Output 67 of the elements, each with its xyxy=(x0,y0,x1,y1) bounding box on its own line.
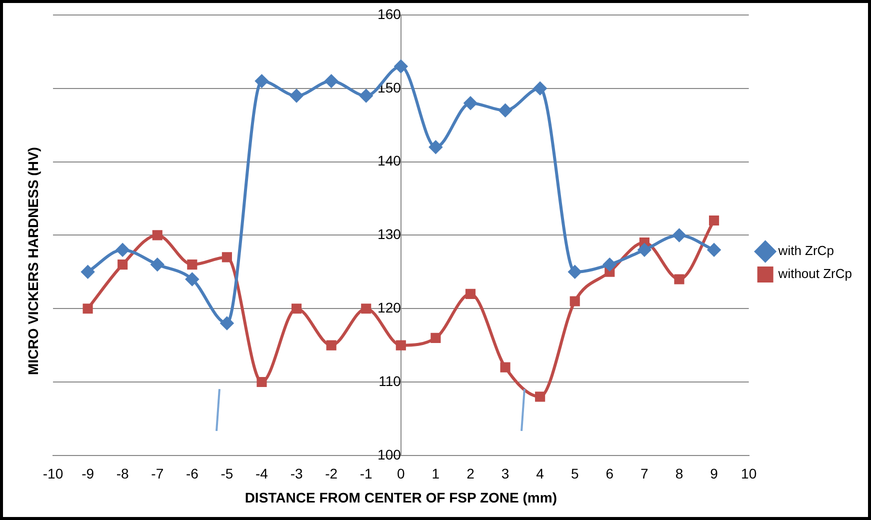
point xyxy=(396,340,406,350)
point xyxy=(638,243,651,256)
point xyxy=(394,60,408,73)
y-tick-label: 140 xyxy=(378,152,402,169)
y-axis-title: MICRO VICKERS HARDNESS (HV) xyxy=(25,146,41,377)
point xyxy=(464,96,477,110)
x-tick-label: -8 xyxy=(116,466,130,482)
legend-label: without ZrCp xyxy=(777,266,852,282)
x-tick-label: -5 xyxy=(220,466,234,482)
point xyxy=(82,304,93,314)
point xyxy=(430,332,441,343)
point xyxy=(81,265,94,278)
point xyxy=(187,260,198,270)
point xyxy=(535,392,546,402)
x-tick-label: 6 xyxy=(606,466,614,482)
point xyxy=(534,82,547,95)
legend-label: with ZrCp xyxy=(777,243,834,258)
x-tick-label: -1 xyxy=(360,466,373,482)
point xyxy=(498,104,512,117)
point xyxy=(568,265,582,278)
x-tick-label: -6 xyxy=(186,466,199,482)
point xyxy=(360,89,373,102)
point xyxy=(570,296,580,306)
y-tick-label: 160 xyxy=(378,6,402,22)
x-axis-title: DISTANCE FROM CENTER OF FSP ZONE (mm) xyxy=(244,489,557,506)
x-tick-label: 5 xyxy=(570,466,579,482)
point xyxy=(186,272,199,286)
x-tick-label: 7 xyxy=(640,466,649,482)
point xyxy=(222,252,232,262)
point xyxy=(429,140,442,154)
point xyxy=(465,288,476,299)
y-tick-label: 100 xyxy=(378,446,402,462)
x-tick-label: 2 xyxy=(466,466,475,482)
x-tick-label: -10 xyxy=(42,466,64,482)
point xyxy=(708,243,721,256)
point xyxy=(255,74,268,88)
point xyxy=(672,228,686,242)
x-tick-label: -2 xyxy=(325,466,338,482)
x-tick-label: -4 xyxy=(256,466,268,482)
point xyxy=(603,258,616,272)
x-tick-label: 3 xyxy=(501,466,510,482)
point xyxy=(361,304,372,314)
point xyxy=(324,74,338,88)
point xyxy=(290,89,304,102)
x-tick-label: 4 xyxy=(536,466,544,482)
point xyxy=(152,230,162,240)
x-tick-label: 9 xyxy=(710,466,718,482)
x-tick-label: -7 xyxy=(151,466,164,482)
x-tick-label: 1 xyxy=(432,466,440,482)
point xyxy=(150,258,164,272)
y-tick-label: 110 xyxy=(378,372,402,389)
y-tick-label: 120 xyxy=(378,299,402,316)
point xyxy=(500,362,510,372)
x-tick-label: 0 xyxy=(397,466,406,482)
point xyxy=(674,274,684,284)
x-tick-label: 8 xyxy=(675,466,684,482)
point xyxy=(292,304,302,314)
point xyxy=(326,340,336,350)
point xyxy=(256,376,267,388)
y-tick-label: 130 xyxy=(378,226,402,242)
point xyxy=(220,316,234,330)
point xyxy=(118,260,128,270)
x-tick-label: 10 xyxy=(741,466,757,482)
x-tick-label: -9 xyxy=(82,466,94,482)
x-tick-label: -3 xyxy=(290,466,303,482)
point xyxy=(708,215,720,226)
point xyxy=(116,243,130,256)
